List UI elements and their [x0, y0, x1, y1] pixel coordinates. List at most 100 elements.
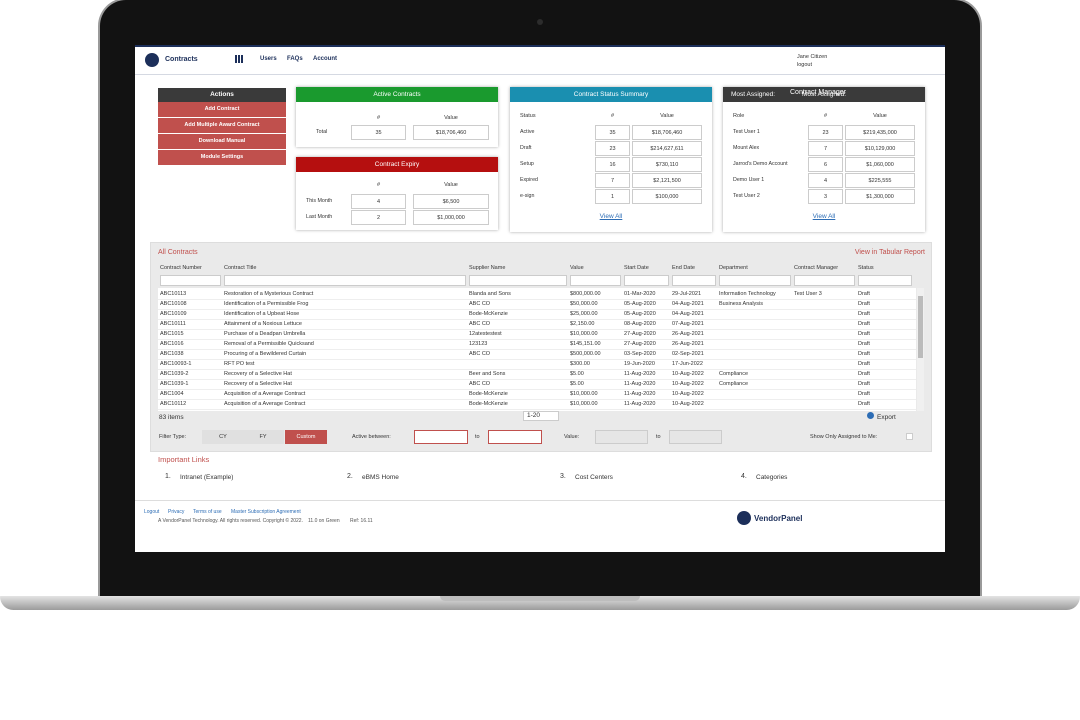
- column-filter[interactable]: [160, 275, 221, 286]
- view-all[interactable]: View All: [812, 213, 836, 220]
- row-line: [158, 329, 916, 330]
- nav-link[interactable]: Users: [260, 56, 277, 62]
- column-filter[interactable]: [794, 275, 855, 286]
- column-header: Contract Title: [224, 265, 257, 271]
- column-filter[interactable]: [624, 275, 669, 286]
- table-cell: Draft: [858, 401, 870, 407]
- active_contracts-title: Active Contracts: [296, 87, 498, 102]
- table-cell: 26-Aug-2021: [672, 341, 704, 347]
- column-header: #: [823, 113, 828, 119]
- column-filter[interactable]: [672, 275, 716, 286]
- action-button[interactable]: Add Contract: [158, 102, 286, 117]
- column-filter[interactable]: [469, 275, 567, 286]
- cell: 23: [808, 125, 843, 140]
- report-link[interactable]: View in Tabular Report: [854, 249, 925, 256]
- table-cell: 04-Aug-2021: [672, 301, 704, 307]
- footer-link[interactable]: Terms of use: [193, 509, 222, 515]
- table-cell: ABC1039-2: [160, 371, 189, 377]
- table-cell: Draft: [858, 371, 870, 377]
- action-button[interactable]: Download Manual: [158, 134, 286, 149]
- cell: $1,000,000: [413, 210, 489, 225]
- column-header: Value: [660, 113, 674, 119]
- table-cell: ABC10113: [160, 291, 187, 297]
- table-cell: Recovery of a Selective Hat: [224, 371, 292, 377]
- link-label[interactable]: Intranet (Example): [180, 474, 234, 481]
- app-name[interactable]: Contracts: [165, 56, 198, 63]
- table-cell: Draft: [858, 301, 870, 307]
- filter-option[interactable]: FY: [242, 430, 284, 444]
- column-header: Value: [444, 182, 458, 188]
- row-label: Setup: [520, 161, 534, 167]
- table-cell: ABC1038: [160, 351, 184, 357]
- cell: $219,435,000: [845, 125, 915, 140]
- table-cell: Recovery of a Selective Hat: [224, 381, 292, 387]
- column-filter[interactable]: [858, 275, 912, 286]
- value-from[interactable]: [595, 430, 648, 444]
- cell: $18,706,460: [632, 125, 702, 140]
- table-cell: 27-Aug-2020: [624, 331, 656, 337]
- link-number: 4.: [741, 473, 747, 480]
- value-to[interactable]: [669, 430, 722, 444]
- links-title: Important Links: [158, 455, 210, 464]
- page-size[interactable]: 1-20: [523, 411, 559, 421]
- column-filter[interactable]: [224, 275, 466, 286]
- footer-divider: [135, 500, 945, 501]
- most-assigned-select[interactable]: Contract Manager: [790, 89, 847, 96]
- row-line: [158, 399, 916, 400]
- footer-link[interactable]: Logout: [144, 509, 160, 515]
- date-from[interactable]: [414, 430, 468, 444]
- apps-icon[interactable]: [235, 55, 243, 63]
- column-header: #: [376, 115, 381, 121]
- cell: 3: [808, 189, 843, 204]
- row-label: Last Month: [306, 214, 333, 220]
- table-cell: 02-Sep-2021: [672, 351, 704, 357]
- footer-link[interactable]: Privacy: [168, 509, 185, 515]
- filter-option[interactable]: CY: [202, 430, 244, 444]
- show-assigned: Show Only Assigned to Me:: [810, 434, 878, 440]
- table-cell: Acquisition of a Average Contract: [224, 391, 306, 397]
- table-cell: ABC1016: [160, 341, 184, 347]
- laptop-notch: [440, 596, 640, 601]
- link-label[interactable]: Categories: [756, 474, 788, 481]
- table-cell: Procuring of a Bewildered Curtain: [224, 351, 307, 357]
- table-cell: 10-Aug-2022: [672, 391, 704, 397]
- table-cell: 05-Aug-2020: [624, 301, 656, 307]
- table-cell: Restoration of a Mysterious Contract: [224, 291, 314, 297]
- brand-logo: [737, 511, 751, 525]
- link-label[interactable]: Cost Centers: [575, 474, 613, 481]
- date-to[interactable]: [488, 430, 542, 444]
- checkbox[interactable]: [906, 433, 913, 440]
- table-cell: ABC1039-1: [160, 381, 189, 387]
- table-cell: Draft: [858, 391, 870, 397]
- table-cell: Bode-McKenzie: [469, 391, 508, 397]
- footer-link[interactable]: Master Subscription Agreement: [231, 509, 301, 515]
- link-label[interactable]: eBMS Home: [362, 474, 399, 481]
- nav-link[interactable]: Account: [313, 56, 337, 62]
- column-filter[interactable]: [570, 275, 621, 286]
- column-filter[interactable]: [719, 275, 791, 286]
- table-cell: 123123: [469, 341, 488, 347]
- row-line: [158, 359, 916, 360]
- table-cell: 29-Jul-2021: [672, 291, 702, 297]
- table-cell: $5.00: [570, 381, 584, 387]
- logout[interactable]: logout: [797, 62, 812, 68]
- column-header: Start Date: [624, 265, 649, 271]
- action-button[interactable]: Add Multiple Award Contract: [158, 118, 286, 133]
- screen: Contracts Jane Citizen logout Actions Al…: [135, 45, 945, 552]
- table-cell: $25,000.00: [570, 311, 598, 317]
- table-cell: Acquisition of a Average Contract: [224, 401, 306, 407]
- table-cell: 19-Jun-2020: [624, 361, 655, 367]
- table-cell: $5.00: [570, 371, 584, 377]
- view-all[interactable]: View All: [599, 213, 623, 220]
- table-cell: Compliance: [719, 371, 749, 377]
- table-cell: ABC10112: [160, 401, 187, 407]
- row-label: e-sign: [520, 193, 535, 199]
- export[interactable]: Export: [877, 414, 896, 421]
- cell: 6: [808, 157, 843, 172]
- table-cell: Business Analysis: [719, 301, 764, 307]
- table-cell: Draft: [858, 311, 870, 317]
- nav-link[interactable]: FAQs: [287, 56, 303, 62]
- filter-option[interactable]: Custom: [285, 430, 327, 444]
- export-icon[interactable]: [867, 412, 874, 419]
- action-button[interactable]: Module Settings: [158, 150, 286, 165]
